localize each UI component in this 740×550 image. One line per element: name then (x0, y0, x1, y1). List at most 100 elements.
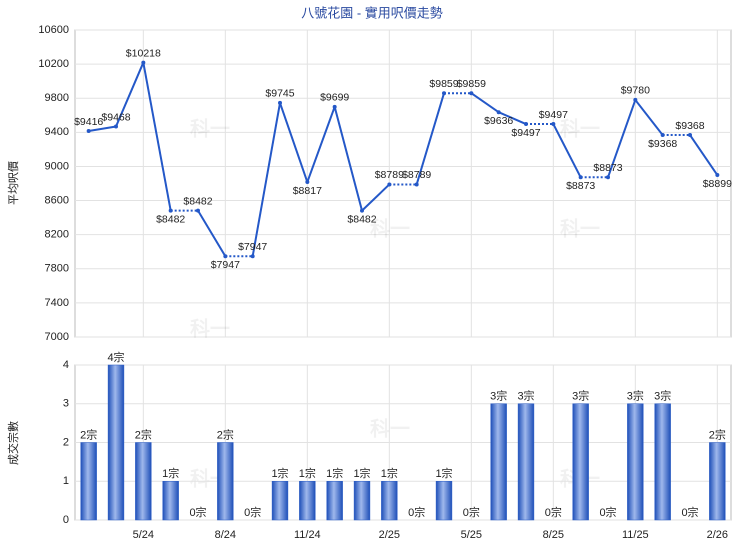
point (114, 124, 118, 129)
data-label: 3宗 (654, 389, 671, 403)
line-segment (607, 99, 637, 178)
data-label: 1宗 (299, 466, 316, 480)
y-axis-label: 成交宗數 (6, 421, 20, 465)
watermark: 科一 (190, 316, 230, 340)
bar (517, 403, 535, 521)
point (250, 254, 255, 259)
bar (271, 481, 289, 521)
bar (299, 481, 316, 521)
point (414, 182, 419, 187)
line-segment (689, 134, 719, 176)
y-tick-label: 10600 (38, 24, 69, 36)
data-label: $9859 (457, 78, 486, 90)
point (332, 104, 337, 109)
y-tick-label: 3 (63, 398, 69, 410)
y-tick-label: 10200 (38, 58, 69, 70)
bar (353, 481, 371, 521)
data-label: 0宗 (244, 505, 261, 519)
y-tick-label: 4 (63, 359, 69, 371)
y-tick-label: 2 (63, 436, 69, 448)
data-label: $9468 (101, 111, 130, 123)
x-tick-label: 8/24 (215, 529, 236, 541)
data-label: $9368 (648, 138, 677, 150)
data-label: $7947 (238, 241, 267, 253)
bar (326, 481, 343, 521)
data-label: 3宗 (627, 389, 644, 403)
data-label: 3宗 (572, 389, 589, 403)
x-tick-label: 11/24 (294, 529, 321, 541)
point (660, 133, 665, 138)
data-label: 2宗 (709, 427, 726, 441)
data-label: $9497 (511, 127, 540, 139)
bar (162, 481, 179, 521)
point (524, 122, 528, 127)
point (196, 208, 200, 213)
line-segment (251, 102, 281, 257)
data-label: $8482 (183, 195, 212, 207)
point (442, 91, 446, 96)
line-segment (552, 123, 582, 178)
watermark: 科一 (560, 116, 600, 140)
x-tick-label: 2/26 (707, 529, 728, 541)
y-tick-label: 7400 (45, 297, 69, 309)
y-tick-label: 8600 (45, 194, 69, 206)
data-label: $7947 (211, 259, 240, 271)
data-label: $10218 (126, 47, 161, 59)
y-tick-label: 9800 (45, 92, 69, 104)
line-segment (115, 62, 145, 127)
x-tick-label: 2/25 (379, 529, 400, 541)
data-label: $9780 (621, 85, 650, 97)
y-tick-label: 1 (63, 475, 69, 487)
line-segment (88, 125, 117, 132)
data-label: $8789 (402, 169, 431, 181)
y-tick-label: 7000 (45, 331, 69, 343)
data-label: $9699 (320, 92, 349, 104)
data-label: $9416 (74, 116, 103, 128)
line-segment (306, 106, 336, 183)
bar (709, 442, 726, 521)
data-label: 3宗 (490, 389, 507, 403)
point (469, 91, 474, 96)
data-label: 3宗 (517, 389, 534, 403)
point (223, 254, 228, 259)
x-tick-label: 5/24 (133, 529, 154, 541)
point (606, 175, 610, 180)
data-label: $9368 (675, 120, 704, 132)
data-label: 1宗 (381, 466, 398, 480)
data-label: 2宗 (135, 427, 152, 441)
line-segment (333, 106, 363, 211)
data-label: 2宗 (217, 427, 234, 441)
data-label: $9497 (539, 109, 568, 121)
data-label: 0宗 (545, 505, 562, 519)
point (633, 97, 638, 102)
bar (217, 442, 234, 521)
point (168, 208, 173, 213)
data-label: 0宗 (408, 505, 425, 519)
data-label: 0宗 (463, 505, 480, 519)
point (141, 60, 146, 65)
y-tick-label: 8200 (45, 229, 69, 241)
y-tick-label: 0 (63, 514, 69, 526)
data-label: $8873 (566, 180, 595, 192)
line-segment (634, 99, 664, 136)
watermark: 科一 (190, 116, 230, 140)
bar (627, 403, 644, 521)
line-segment (498, 111, 527, 125)
point (551, 122, 556, 127)
data-label: 1宗 (435, 466, 452, 480)
data-label: $8817 (293, 185, 322, 197)
y-tick-label: 9400 (45, 126, 69, 138)
bar (80, 442, 97, 521)
bar (654, 403, 671, 521)
line-segment (361, 183, 391, 212)
bar (435, 481, 453, 521)
watermark: 科一 (370, 216, 410, 240)
point (688, 133, 692, 138)
bar (572, 403, 589, 521)
data-label: $9745 (265, 88, 294, 100)
y-tick-label: 9000 (45, 160, 69, 172)
x-tick-label: 11/25 (622, 529, 649, 541)
line-segment (279, 102, 309, 183)
data-label: 0宗 (599, 505, 616, 519)
watermark: 科一 (370, 416, 410, 440)
